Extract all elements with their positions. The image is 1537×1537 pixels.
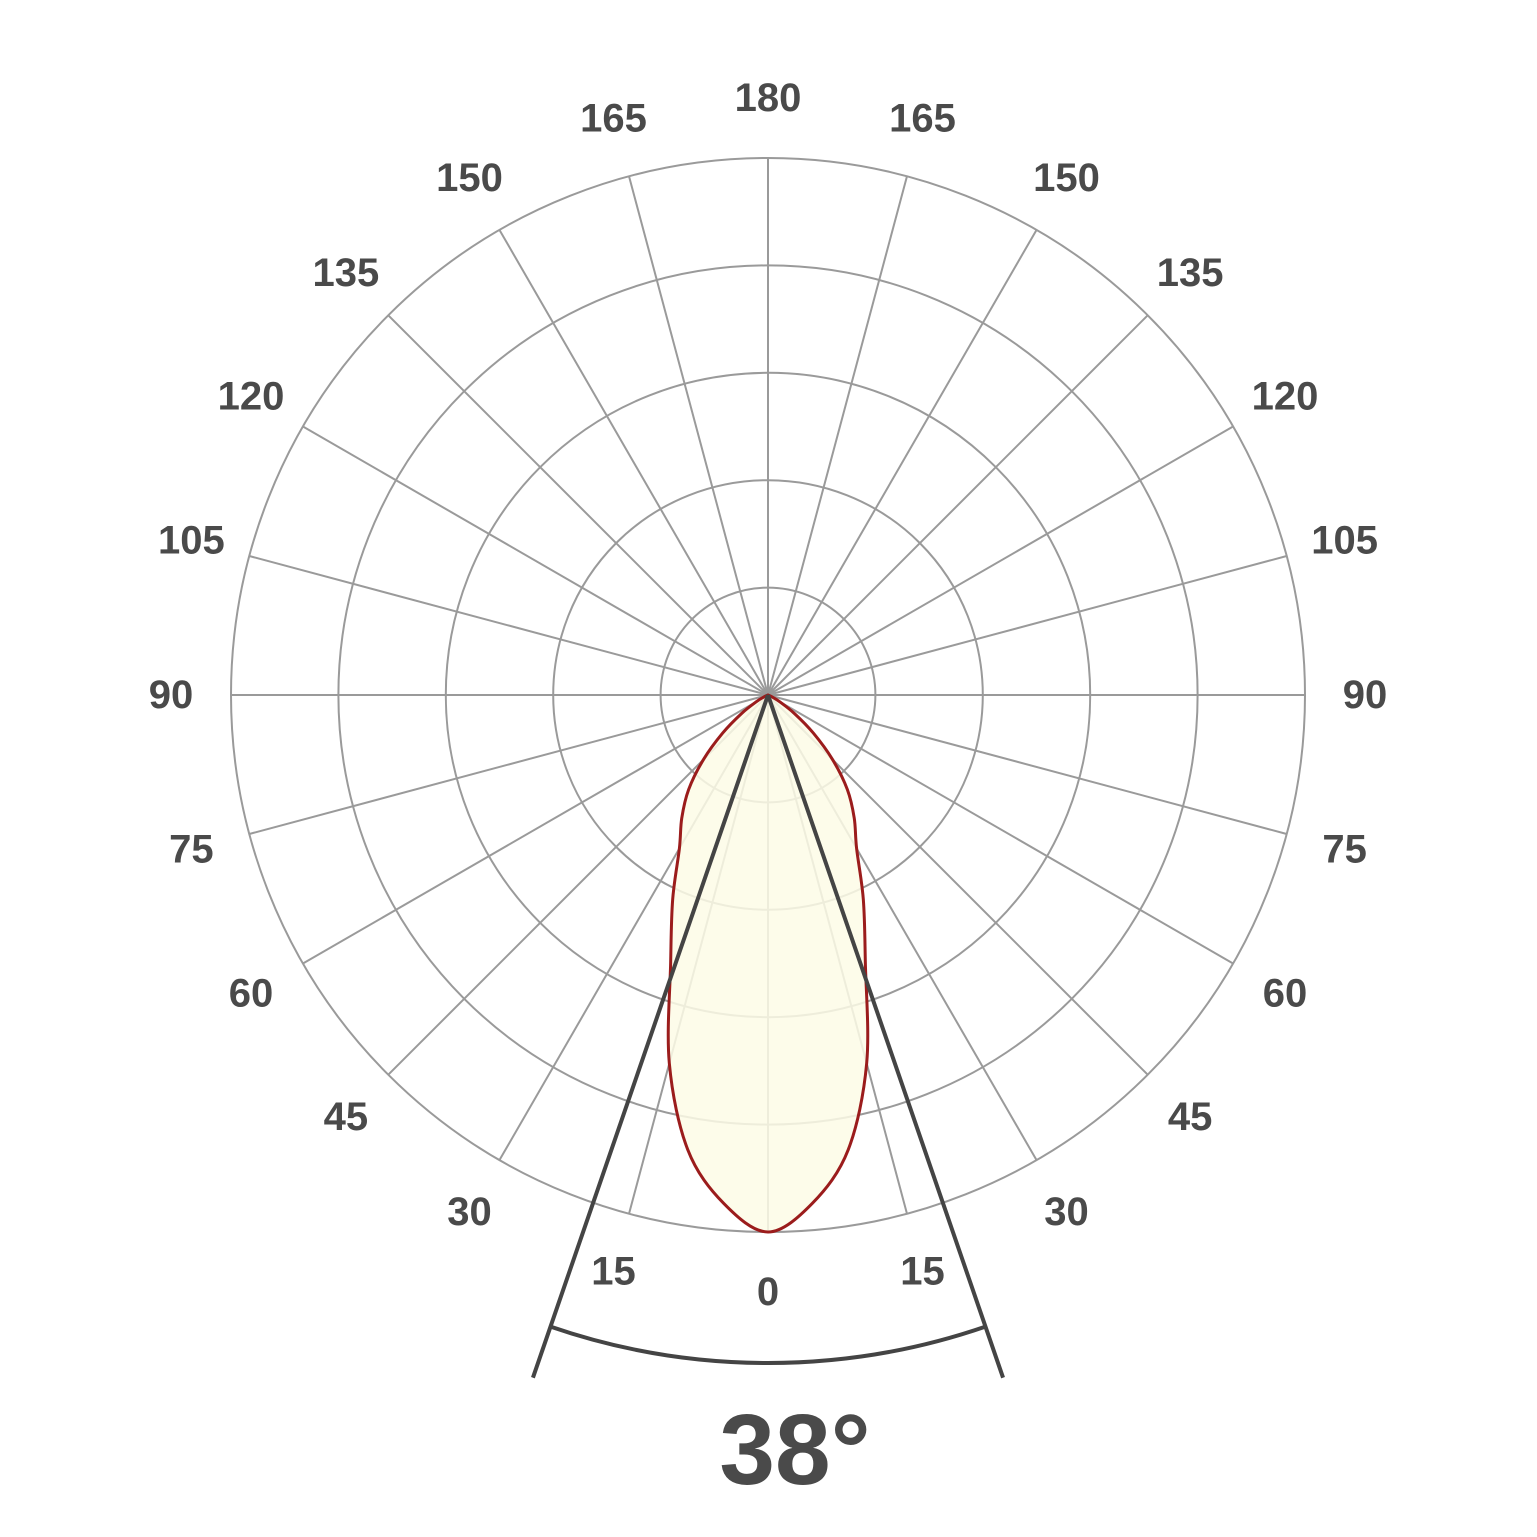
beam-arc: [549, 1324, 987, 1365]
angle-tick-label: 120: [218, 375, 285, 419]
angle-tick-label: 165: [580, 96, 647, 140]
angle-tick-label: 60: [229, 972, 274, 1016]
angle-tick-label: 30: [1044, 1190, 1089, 1234]
angle-tick-label: 15: [900, 1250, 945, 1294]
beam-angle-indicator: [531, 694, 1005, 1379]
angle-tick-label: 135: [312, 251, 379, 295]
grid-spoke: [302, 694, 769, 965]
angle-tick-label: 135: [1157, 251, 1224, 295]
grid-spoke: [767, 314, 1149, 696]
angle-tick-label: 165: [889, 96, 956, 140]
beam-edge-line: [531, 694, 770, 1379]
angle-tick-label: 60: [1263, 972, 1308, 1016]
angle-tick-label: 150: [436, 156, 503, 200]
intensity-curve-group: [666, 693, 870, 1234]
grid-spoke: [302, 425, 769, 696]
angle-tick-label: 75: [169, 828, 214, 872]
angle-tick-label: 90: [1343, 673, 1388, 717]
angle-tick-label: 0: [757, 1270, 779, 1314]
grid-spoke: [387, 314, 769, 696]
beam-edge-line: [766, 694, 1005, 1379]
angle-tick-label: 90: [149, 673, 194, 717]
angle-tick-label: 45: [1168, 1095, 1213, 1139]
angle-tick-label: 105: [158, 518, 225, 562]
angle-tick-label: 45: [324, 1095, 369, 1139]
angle-tick-label: 15: [591, 1250, 636, 1294]
grid-spoke: [628, 176, 769, 696]
grid-spoke: [498, 229, 769, 696]
grid-spoke: [249, 694, 769, 835]
grid-spoke: [767, 694, 1234, 965]
angle-tick-label: 105: [1311, 518, 1378, 562]
grid-spoke: [767, 425, 1234, 696]
grid-spoke: [767, 555, 1287, 696]
grid-spoke: [249, 555, 769, 696]
angle-tick-label: 120: [1252, 375, 1319, 419]
angle-tick-label: 75: [1322, 828, 1367, 872]
intensity-curve: [666, 693, 870, 1234]
beam-angle-label: 38°: [719, 1394, 870, 1506]
angle-tick-label: 150: [1033, 156, 1100, 200]
angle-labels: 0 15 15 30 30 45 45 60 60 75 75 90 90 105 105 120 120 135…: [149, 76, 1388, 1314]
grid-spoke: [767, 229, 1038, 696]
angle-tick-label: 30: [447, 1190, 492, 1234]
angle-tick-label: 180: [735, 76, 802, 120]
grid-spoke: [767, 176, 908, 696]
grid-spoke: [767, 694, 1287, 835]
